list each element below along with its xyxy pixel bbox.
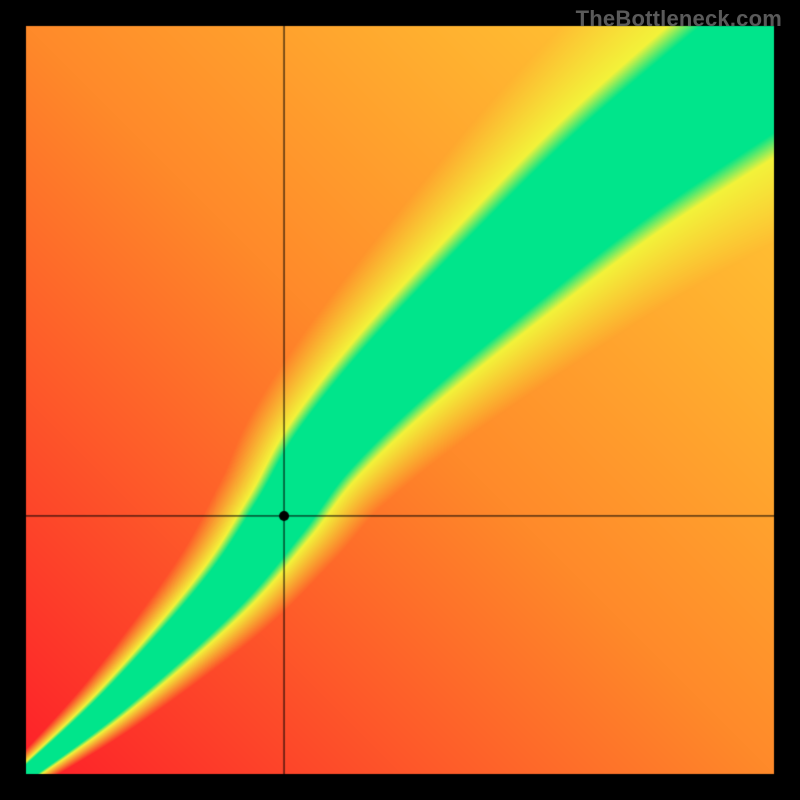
bottleneck-heatmap xyxy=(0,0,800,800)
chart-container: TheBottleneck.com xyxy=(0,0,800,800)
